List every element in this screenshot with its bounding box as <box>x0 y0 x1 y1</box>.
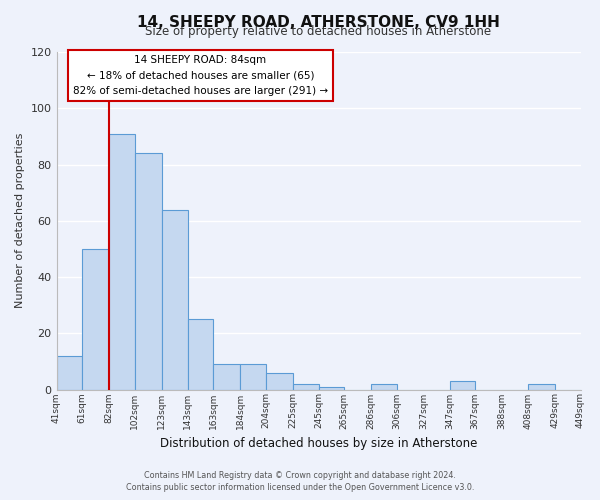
Bar <box>162 210 188 390</box>
Bar <box>449 381 475 390</box>
Y-axis label: Number of detached properties: Number of detached properties <box>15 133 25 308</box>
Bar <box>293 384 319 390</box>
Text: Contains HM Land Registry data © Crown copyright and database right 2024.
Contai: Contains HM Land Registry data © Crown c… <box>126 471 474 492</box>
Bar <box>319 386 344 390</box>
X-axis label: Distribution of detached houses by size in Atherstone: Distribution of detached houses by size … <box>160 437 477 450</box>
Bar <box>266 372 293 390</box>
Bar <box>188 319 213 390</box>
Bar <box>56 356 82 390</box>
Bar <box>528 384 555 390</box>
Bar <box>135 154 162 390</box>
Text: Size of property relative to detached houses in Atherstone: Size of property relative to detached ho… <box>145 26 491 38</box>
Text: 14 SHEEPY ROAD: 84sqm
← 18% of detached houses are smaller (65)
82% of semi-deta: 14 SHEEPY ROAD: 84sqm ← 18% of detached … <box>73 55 328 96</box>
Bar <box>109 134 135 390</box>
Bar <box>82 249 109 390</box>
Bar <box>371 384 397 390</box>
Title: 14, SHEEPY ROAD, ATHERSTONE, CV9 1HH: 14, SHEEPY ROAD, ATHERSTONE, CV9 1HH <box>137 15 500 30</box>
Bar <box>240 364 266 390</box>
Bar <box>213 364 240 390</box>
